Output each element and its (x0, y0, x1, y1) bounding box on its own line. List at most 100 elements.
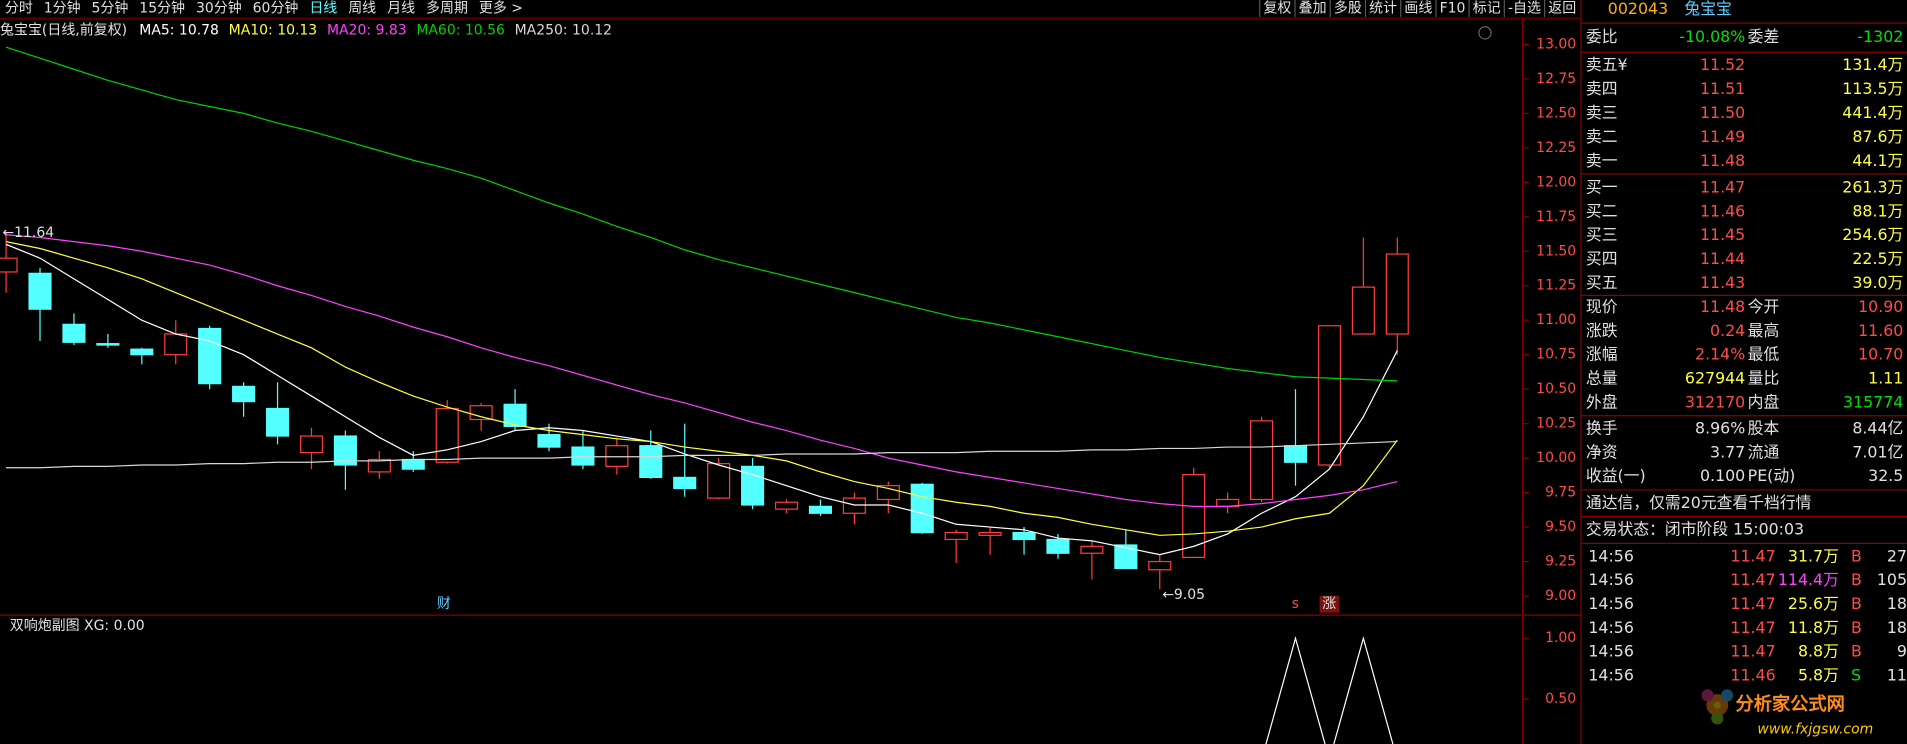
period-tab[interactable]: 60分钟 (253, 0, 299, 17)
stat-label: 总量 (1586, 369, 1618, 388)
toolbar-button[interactable]: F10 (1440, 1, 1466, 17)
book-label: 卖五¥ (1586, 55, 1628, 74)
stat-value: 32.5 (1868, 466, 1903, 485)
trade-side: B (1851, 618, 1862, 637)
stat-label: 最高 (1748, 321, 1780, 340)
toolbar-button[interactable]: 叠加 (1299, 1, 1327, 17)
book-label: 卖一 (1586, 151, 1618, 170)
candle-body (1317, 325, 1341, 466)
stat-value: 10.90 (1858, 297, 1903, 316)
period-tab[interactable]: 1分钟 (44, 0, 81, 17)
ma-line (5, 46, 1398, 382)
toolbar-button[interactable]: 统计 (1369, 1, 1397, 17)
book-volume: 22.5万 (1852, 249, 1903, 268)
candle-body (198, 327, 222, 385)
trade-time: 14:56 (1588, 594, 1634, 613)
candle-body (1080, 545, 1104, 554)
period-tab[interactable]: 30分钟 (196, 0, 242, 17)
y-tick-label: 11.25 (1536, 278, 1576, 294)
toolbar-button[interactable]: 多股 (1334, 0, 1362, 17)
book-label: 买五 (1586, 273, 1618, 292)
stat-label: 净资 (1586, 442, 1618, 461)
low-marker: ←9.05 (1162, 587, 1205, 603)
y-tick-label: 9.50 (1545, 519, 1576, 535)
toolbar-button[interactable]: 画线 (1404, 1, 1432, 17)
period-tab[interactable]: 周线 (348, 1, 376, 17)
trade-count: 9 (1897, 642, 1907, 661)
stat-label: 涨幅 (1586, 345, 1618, 364)
high-marker: ←11.64 (2, 225, 54, 241)
trade-time: 14:56 (1588, 570, 1634, 589)
toolbar-button[interactable]: 标记 (1473, 1, 1501, 17)
trade-price: 11.47 (1730, 546, 1775, 565)
period-tab[interactable]: 日线 (309, 1, 337, 17)
period-tab[interactable]: 15分钟 (139, 0, 185, 17)
trade-price: 11.47 (1730, 642, 1775, 661)
stat-label: 收益(一) (1586, 466, 1646, 485)
book-price: 11.50 (1700, 103, 1745, 122)
period-tab[interactable]: 月线 (387, 1, 415, 17)
watermark-url: www.fxjgsw.com (1757, 721, 1873, 737)
settings-icon[interactable] (1478, 26, 1492, 40)
candle-body (707, 463, 731, 499)
ma-legend: MA250: 10.12 (515, 22, 612, 38)
trade-time: 14:56 (1588, 642, 1634, 661)
candle-body (265, 407, 290, 437)
toolbar-button[interactable]: 复权 (1263, 0, 1291, 17)
period-tab[interactable]: 5分钟 (92, 0, 129, 17)
book-price: 11.46 (1700, 201, 1745, 220)
candle-body (876, 485, 900, 501)
book-volume: 44.1万 (1852, 151, 1903, 170)
chart-title: 兔宝宝(日线,前复权) (0, 21, 127, 38)
stat-value: 627944 (1685, 369, 1745, 388)
stat-value: 312170 (1685, 392, 1745, 411)
candle-body (1283, 445, 1308, 463)
trade-count: 11 (1887, 665, 1907, 684)
indicator-title: 双响炮副图 XG: 0.00 (10, 618, 145, 634)
ma-line (5, 243, 1398, 556)
toolbar-button[interactable]: -自选 (1508, 1, 1541, 17)
stat-value: 11.60 (1858, 321, 1903, 340)
book-volume: 113.5万 (1842, 79, 1903, 98)
stat-value: 1.11 (1868, 369, 1903, 388)
y-tick-label: 0.50 (1545, 691, 1576, 707)
book-price: 11.52 (1700, 55, 1745, 74)
trade-count: 105 (1877, 570, 1907, 589)
y-tick-label: 9.25 (1545, 554, 1576, 570)
period-tab[interactable]: 多周期 (426, 0, 468, 17)
stat-value: 10.70 (1858, 345, 1903, 364)
trade-price: 11.47 (1730, 570, 1775, 589)
y-tick-label: 12.75 (1536, 71, 1576, 87)
stat-value: 7.01亿 (1852, 442, 1903, 461)
candle-body (978, 531, 1002, 536)
book-label: 买二 (1586, 201, 1618, 220)
trade-count: 18 (1887, 594, 1907, 613)
finance-marker[interactable]: 财 (437, 596, 451, 612)
stock-code: 002043 (1608, 0, 1668, 18)
y-tick-label: 9.75 (1545, 485, 1576, 501)
candle-body (28, 272, 52, 310)
trade-status: 交易状态：闭市阶段 15:00:03 (1586, 520, 1804, 539)
trade-price: 11.46 (1730, 665, 1775, 684)
candle-body (299, 435, 324, 454)
stat-value: 0.24 (1710, 321, 1745, 340)
y-tick-label: 10.75 (1536, 347, 1576, 363)
toolbar-button[interactable]: 返回 (1548, 1, 1576, 17)
stock-name: 兔宝宝 (1684, 0, 1731, 18)
candle-body (503, 403, 527, 427)
period-tab[interactable]: 更多 > (479, 0, 523, 17)
candle-body (571, 446, 595, 466)
book-label: 卖四 (1586, 79, 1618, 98)
notice[interactable]: 通达信，仅需20元查看千档行情 (1586, 493, 1812, 512)
period-tab[interactable]: 分时 (5, 1, 33, 17)
candle-body (639, 445, 663, 479)
y-tick-label: 12.50 (1536, 105, 1576, 121)
candle-body (842, 497, 866, 514)
label: 委比 (1586, 27, 1618, 46)
book-label: 卖三 (1586, 103, 1618, 122)
stat-label: 量比 (1748, 369, 1780, 388)
stat-label: 涨跌 (1586, 321, 1618, 340)
trade-price: 11.47 (1730, 618, 1775, 637)
y-tick-label: 12.25 (1536, 140, 1576, 156)
book-volume: 87.6万 (1852, 127, 1903, 146)
